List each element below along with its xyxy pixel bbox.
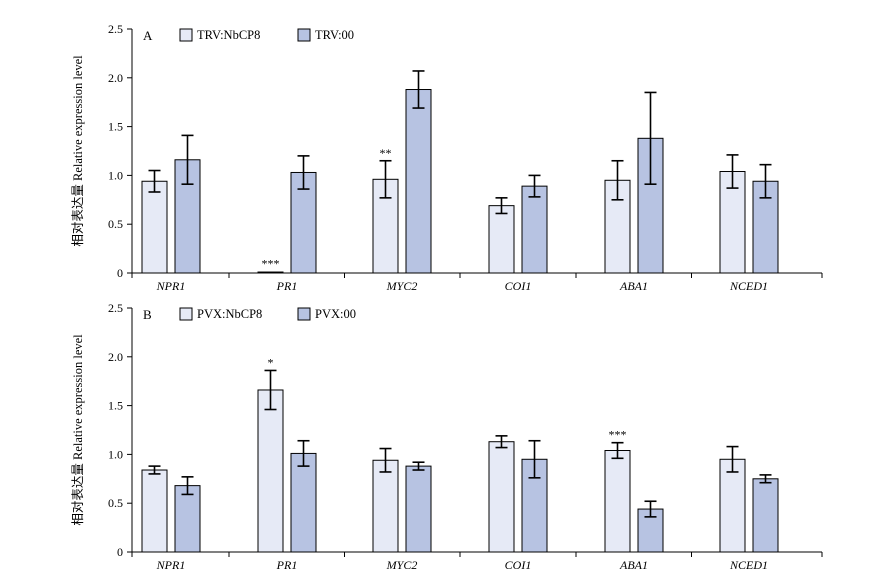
bar-pvx-00-npr1 <box>174 485 201 553</box>
category-label: ABA1 <box>619 279 648 293</box>
legend-swatch-1 <box>179 307 193 321</box>
bar-pvx-nbcp8-nced1 <box>719 458 746 553</box>
legend-label-2: TRV:00 <box>315 28 354 42</box>
chart-panel-b: 0 0.5 1.0 1.5 2.0 2.5 相对表达量 Relative expressio… <box>71 301 823 572</box>
bar-trv-nbcp8-coi1 <box>488 205 515 274</box>
significance-marker: *** <box>609 428 627 442</box>
y-tick-label: 2.5 <box>108 22 123 36</box>
panel-letter: A <box>143 28 153 43</box>
bar-pvx-nbcp8-aba1 <box>604 449 631 553</box>
bar-pvx-nbcp8-npr1 <box>141 469 168 553</box>
y-tick-label: 0.5 <box>108 217 123 231</box>
bar-trv-nbcp8-aba1 <box>604 179 631 274</box>
bar-trv-00-coi1 <box>521 185 548 274</box>
y-tick-label: 2.0 <box>108 350 123 364</box>
category-label: PR1 <box>276 558 298 572</box>
bar-pvx-nbcp8-myc2 <box>372 459 399 553</box>
legend-label-1: TRV:NbCP8 <box>197 28 260 42</box>
y-tick-label: 1.5 <box>108 399 123 413</box>
category-label: ABA1 <box>619 558 648 572</box>
legend-swatch-2 <box>297 28 311 42</box>
y-axis-label: 相对表达量 Relative expression level <box>71 55 85 247</box>
legend-swatch-2 <box>297 307 311 321</box>
category-label: NPR1 <box>156 279 186 293</box>
category-label: NPR1 <box>156 558 186 572</box>
bar-trv-nbcp8-pr1 <box>257 271 284 274</box>
bar-trv-00-myc2 <box>405 89 432 274</box>
y-tick-label: 0 <box>117 266 123 280</box>
category-label: NCED1 <box>729 279 768 293</box>
y-tick-label: 1.0 <box>108 447 123 461</box>
y-tick-label: 1.5 <box>108 120 123 134</box>
y-tick-label: 0.5 <box>108 496 123 510</box>
y-axis-label: 相对表达量 Relative expression level <box>71 334 85 526</box>
bar-pvx-nbcp8-coi1 <box>488 441 515 553</box>
legend-label-1: PVX:NbCP8 <box>197 307 262 321</box>
category-label: NCED1 <box>729 558 768 572</box>
legend-swatch-1 <box>179 28 193 42</box>
category-label: COI1 <box>505 558 532 572</box>
bar-trv-nbcp8-npr1 <box>141 180 168 274</box>
legend-label-2: PVX:00 <box>315 307 356 321</box>
y-tick-label: 2.5 <box>108 301 123 315</box>
category-label: MYC2 <box>386 279 418 293</box>
chart-panel-a: 0 0.5 1.0 1.5 2.0 2.5 相对表达量 Relative expressio… <box>71 22 823 293</box>
bar-pvx-nbcp8-pr1 <box>257 389 284 553</box>
significance-marker: *** <box>262 257 280 271</box>
y-tick-label: 2.0 <box>108 71 123 85</box>
bar-pvx-00-myc2 <box>405 465 432 553</box>
y-tick-label: 0 <box>117 545 123 559</box>
y-tick-label: 1.0 <box>108 168 123 182</box>
bar-pvx-00-pr1 <box>290 452 317 553</box>
bar-pvx-00-nced1 <box>752 478 779 553</box>
panel-letter: B <box>143 307 152 322</box>
category-label: PR1 <box>276 279 298 293</box>
significance-marker: ** <box>380 146 392 160</box>
significance-marker: * <box>268 355 274 369</box>
category-label: COI1 <box>505 279 532 293</box>
category-label: MYC2 <box>386 558 418 572</box>
